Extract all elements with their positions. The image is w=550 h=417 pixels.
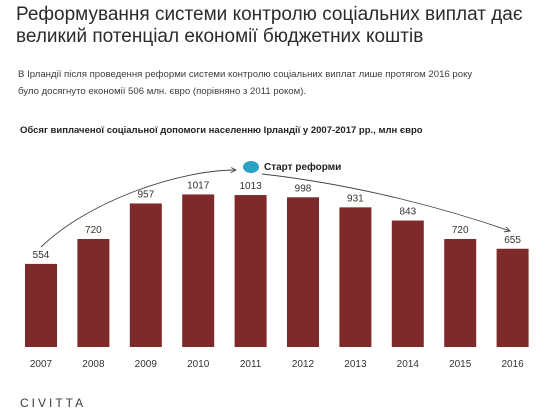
- civitta-logo: CIVITTA: [20, 396, 87, 410]
- bar-2007: [25, 263, 57, 347]
- lead-paragraph: В Ірландії після проведення реформи сист…: [18, 66, 543, 100]
- title-line-1: Реформування системи контролю соціальних…: [16, 4, 523, 25]
- bar-2009: [129, 203, 162, 347]
- value-label-2016: 655: [504, 235, 521, 246]
- reform-start-label: Старт реформи: [264, 161, 341, 173]
- value-label-2008: 720: [85, 225, 102, 236]
- page-title: Реформування системи контролю соціальних…: [16, 4, 541, 48]
- x-tick-2009: 2009: [135, 359, 158, 370]
- bar-2015: [444, 239, 477, 347]
- chart-title: Обсяг виплаченої соціальної допомоги нас…: [20, 125, 423, 136]
- value-label-2010: 1017: [187, 180, 210, 191]
- x-tick-2014: 2014: [397, 359, 420, 370]
- trend-arrow-left: [40, 170, 236, 248]
- x-tick-2011: 2011: [240, 359, 262, 370]
- value-label-2011: 1013: [239, 181, 262, 192]
- x-tick-2010: 2010: [187, 359, 210, 370]
- lead-line-2: було досягнуто економії 506 млн. євро (п…: [18, 86, 307, 97]
- reform-start-marker: [243, 161, 259, 173]
- value-label-2013: 931: [347, 193, 364, 204]
- value-label-2009: 957: [137, 189, 154, 200]
- value-label-2012: 998: [295, 183, 312, 194]
- title-line-2: великий потенціал економії бюджетних кош…: [16, 26, 424, 47]
- bar-2013: [339, 207, 372, 347]
- x-tick-2007: 2007: [30, 359, 53, 370]
- value-label-2007: 554: [33, 250, 50, 261]
- bar-2010: [182, 194, 215, 347]
- x-tick-2012: 2012: [292, 359, 315, 370]
- x-tick-2008: 2008: [82, 359, 105, 370]
- value-label-2014: 843: [399, 207, 416, 218]
- lead-line-1: В Ірландії після проведення реформи сист…: [18, 69, 473, 80]
- bar-2014: [391, 220, 424, 347]
- bar-2011: [234, 195, 267, 347]
- bar-2008: [77, 239, 110, 347]
- bar-chart: 554 720 957 1017 1013 998 931 843 720 655 2007 200…: [25, 161, 529, 370]
- trend-arrow-right: [261, 173, 510, 231]
- value-label-2015: 720: [452, 225, 469, 236]
- bar-2012: [287, 197, 319, 347]
- x-tick-2013: 2013: [344, 359, 367, 370]
- x-tick-2015: 2015: [449, 359, 472, 370]
- bar-2016: [496, 248, 529, 347]
- x-tick-2016: 2016: [501, 359, 524, 370]
